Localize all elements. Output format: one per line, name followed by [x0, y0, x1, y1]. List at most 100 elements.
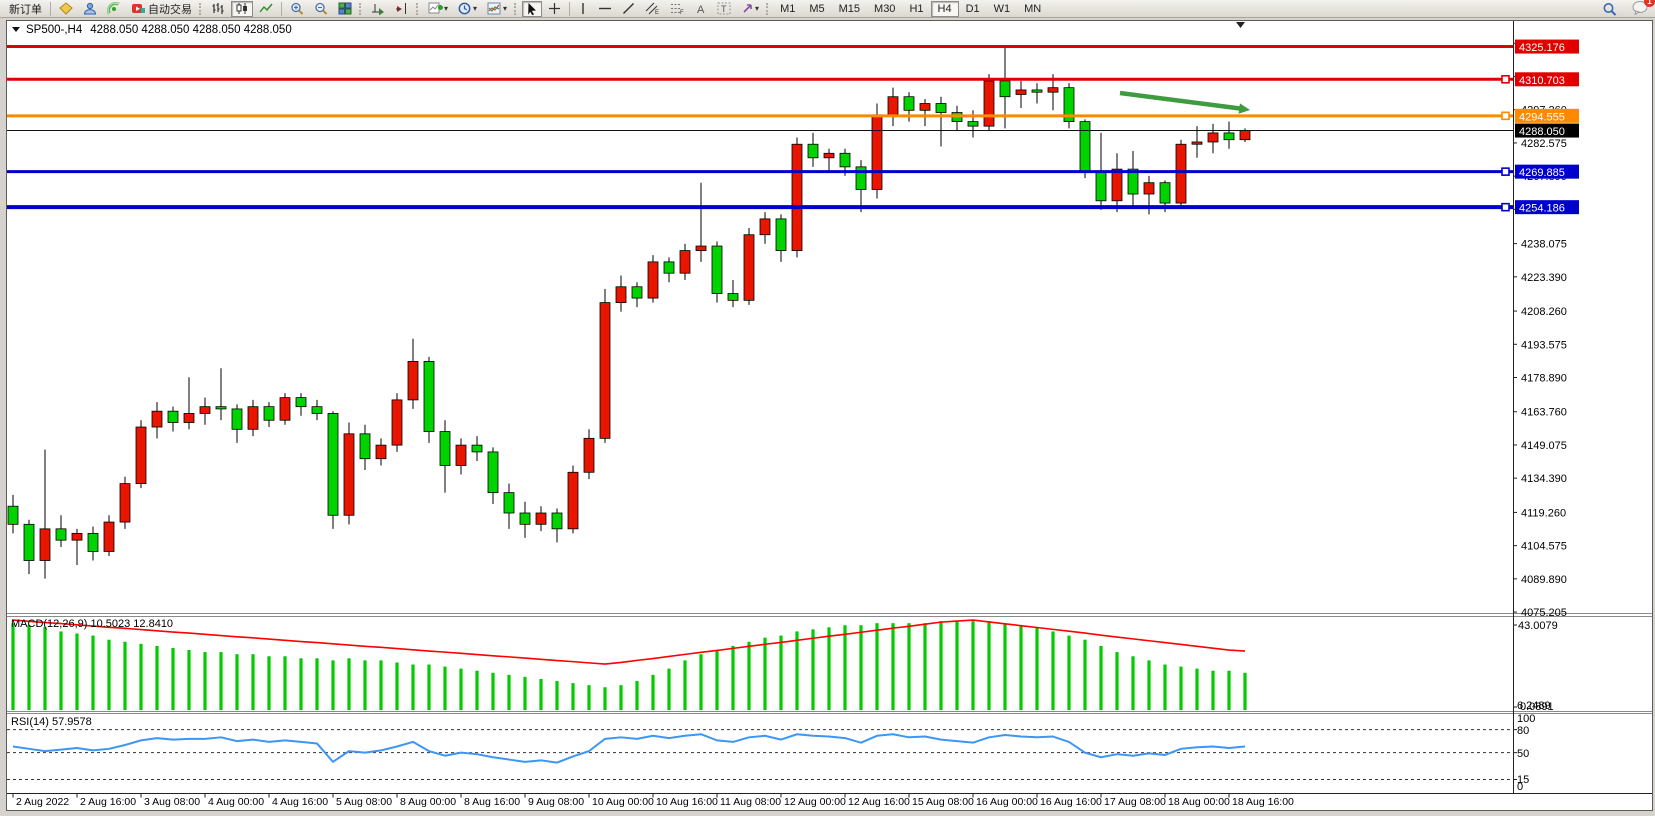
- candle-up: [151, 410, 163, 428]
- toolbar-grip[interactable]: [514, 2, 519, 15]
- rsi-scale-15: 15: [1517, 774, 1529, 786]
- macd-histogram-bar: [747, 641, 751, 710]
- time-tick-label: 11 Aug 08:00: [720, 796, 781, 808]
- candle-down: [839, 152, 851, 168]
- chat-button[interactable]: 1: [1632, 0, 1655, 18]
- candle-down: [23, 523, 35, 561]
- toolbar-grip[interactable]: [766, 2, 771, 15]
- chart-title-expander-icon[interactable]: [12, 27, 20, 32]
- text-label-button[interactable]: T: [713, 1, 735, 17]
- macd-histogram-bar: [523, 676, 527, 710]
- time-tick-label: 8 Aug 16:00: [464, 796, 520, 808]
- horizontal-line-button[interactable]: [594, 1, 616, 17]
- search-icon: [1602, 2, 1617, 16]
- symbol-period-label: SP500-,H4: [26, 24, 83, 36]
- toolbar-separator: [281, 1, 282, 16]
- text-button[interactable]: A: [691, 1, 711, 17]
- macd-histogram-bar: [347, 658, 351, 710]
- candle-up: [1207, 132, 1219, 143]
- timeframe-m15[interactable]: M15: [838, 2, 861, 15]
- macd-histogram-bar: [1243, 672, 1247, 710]
- candle-up: [823, 152, 835, 159]
- toolbar-separator: [569, 1, 571, 16]
- macd-histogram-bar: [635, 681, 639, 710]
- price-level-tag-label: 4288.050: [1519, 126, 1565, 138]
- macd-histogram-bar: [619, 685, 623, 710]
- toolbar-grip[interactable]: [359, 2, 364, 15]
- timeframe-mn[interactable]: MN: [1024, 2, 1042, 15]
- trend-line-button[interactable]: [618, 1, 639, 17]
- new-order-button[interactable]: 新订单: [3, 1, 46, 17]
- equidistant-channel-button[interactable]: E: [641, 1, 664, 17]
- profile-button[interactable]: [79, 1, 101, 17]
- add-indicator-button[interactable]: ▾: [424, 1, 452, 17]
- price-tick-label: 4104.575: [1521, 541, 1567, 553]
- rsi-line: [12, 733, 1246, 764]
- vertical-line-button[interactable]: [574, 1, 592, 17]
- templates-button[interactable]: ▾: [483, 1, 511, 17]
- chat-icon: [1632, 0, 1649, 18]
- macd-histogram-bar: [475, 670, 479, 710]
- timeframe-w1[interactable]: W1: [993, 2, 1011, 15]
- time-tick-label: 4 Aug 00:00: [208, 796, 264, 808]
- timeframe-h1[interactable]: H1: [909, 2, 924, 15]
- toolbar-grip[interactable]: [199, 2, 204, 15]
- chart-shift-marker-icon[interactable]: [1236, 22, 1245, 28]
- crosshair-button[interactable]: [544, 1, 565, 17]
- candlestick-chart-icon: [235, 2, 249, 15]
- fibonacci-button[interactable]: F: [666, 1, 689, 17]
- candle-down: [727, 293, 739, 301]
- metaeditor-button[interactable]: [55, 1, 77, 17]
- timeframe-m5[interactable]: M5: [809, 2, 825, 15]
- candle-up: [647, 261, 659, 299]
- autotrading-button[interactable]: 自动交易: [127, 1, 196, 17]
- signals-button[interactable]: [103, 1, 125, 17]
- level-anchor-marker: [1501, 167, 1510, 176]
- macd-histogram-bar: [955, 621, 959, 710]
- cursor-button[interactable]: [522, 0, 543, 17]
- macd-histogram-bar: [107, 639, 111, 710]
- macd-histogram-bar: [555, 681, 559, 710]
- trend-arrow-annotation[interactable]: [1119, 90, 1250, 114]
- macd-histogram-bar: [651, 674, 655, 710]
- macd-histogram-bar: [859, 625, 863, 710]
- macd-histogram-bar: [875, 623, 879, 710]
- price-tick-label: 4134.390: [1521, 473, 1567, 485]
- auto-scroll-button[interactable]: [367, 1, 389, 17]
- bar-chart-button[interactable]: [207, 1, 229, 17]
- arrows-icon: [741, 2, 754, 15]
- search-button[interactable]: [1598, 1, 1621, 17]
- candle-down: [311, 406, 323, 414]
- macd-scale-bottom-overlap: 6.2489: [1517, 700, 1551, 712]
- rsi-scale-100: 100: [1517, 713, 1535, 725]
- macd-histogram-bar: [331, 660, 335, 710]
- tile-windows-button[interactable]: [334, 1, 356, 17]
- macd-histogram-bar: [587, 685, 591, 710]
- zoom-in-button[interactable]: [286, 1, 308, 17]
- line-chart-button[interactable]: [255, 1, 277, 17]
- arrows-button[interactable]: ▾: [737, 1, 763, 17]
- macd-histogram-bar: [1035, 627, 1039, 710]
- macd-histogram-bar: [411, 664, 415, 710]
- macd-histogram-bar: [219, 652, 223, 710]
- timeframe-m1[interactable]: M1: [780, 2, 796, 15]
- timeframe-m30[interactable]: M30: [874, 2, 896, 15]
- candlestick-chart-button[interactable]: [231, 0, 253, 17]
- profile-icon: [83, 2, 97, 15]
- candle-down: [935, 103, 947, 113]
- periods-button[interactable]: ▾: [454, 1, 481, 17]
- candle-down: [471, 444, 483, 453]
- toolbar-grip[interactable]: [416, 2, 421, 15]
- chart-shift-button[interactable]: [391, 1, 413, 17]
- auto-trading-label: 自动交易: [148, 3, 192, 16]
- macd-histogram-bar: [603, 687, 607, 710]
- time-tick-label: 16 Aug 00:00: [976, 796, 1038, 808]
- add-indicator-icon: [428, 2, 443, 15]
- price-tick-label: 4238.075: [1521, 239, 1567, 251]
- timeframe-d1[interactable]: D1: [965, 2, 980, 15]
- zoom-out-button[interactable]: [310, 1, 332, 17]
- timeframe-h4[interactable]: H4: [930, 0, 959, 17]
- time-axis[interactable]: 2 Aug 2022 2 Aug 16:00 3 Aug 08:00 4 Aug 00…: [12, 794, 1294, 808]
- macd-histogram-bar: [379, 660, 383, 710]
